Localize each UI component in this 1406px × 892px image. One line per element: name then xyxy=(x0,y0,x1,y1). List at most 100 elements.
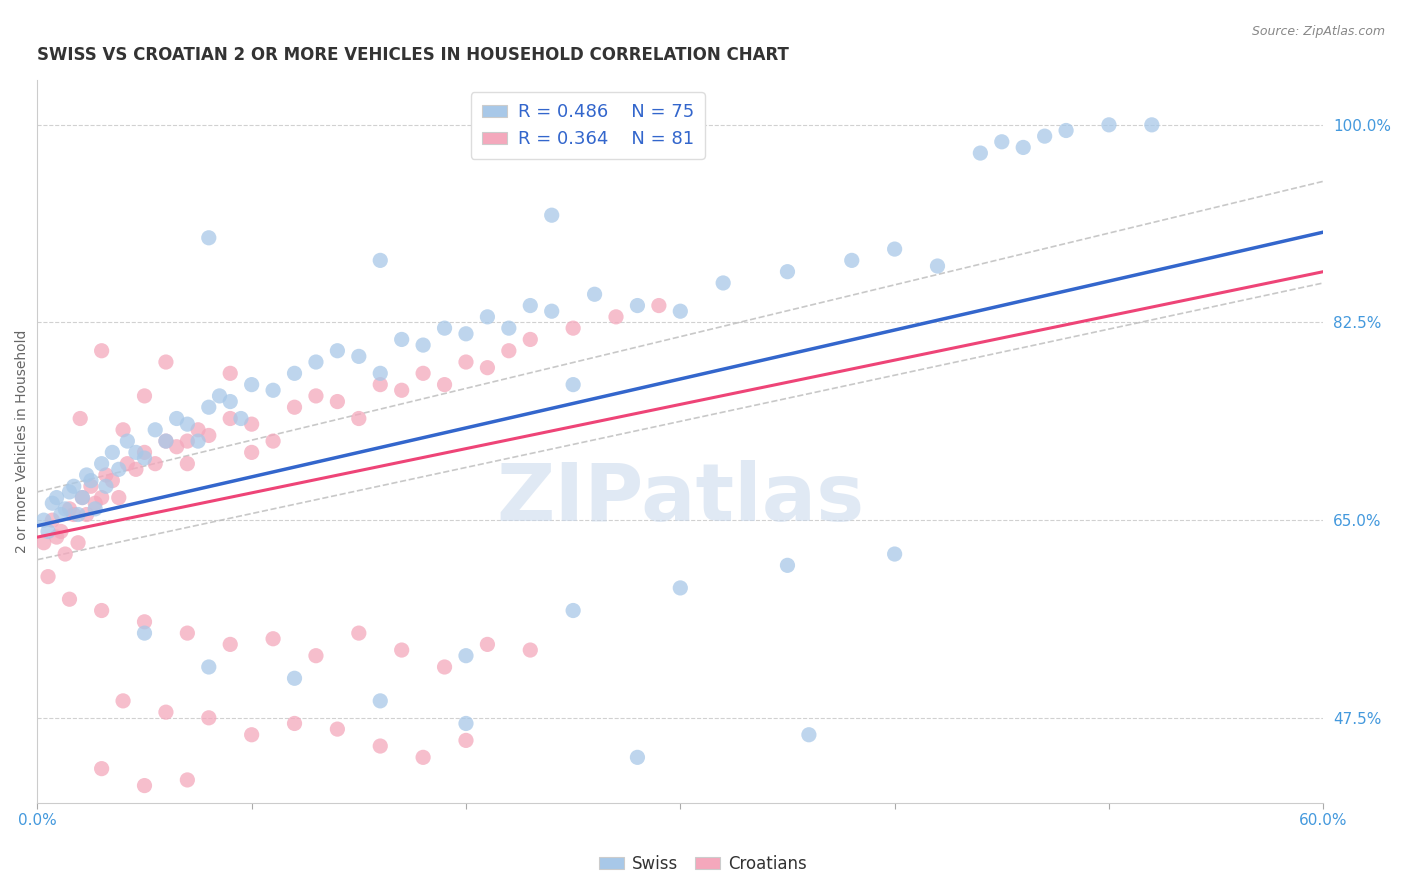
Point xyxy=(84,496,107,510)
Point xyxy=(176,434,198,448)
Text: SWISS VS CROATIAN 2 OR MORE VEHICLES IN HOUSEHOLD CORRELATION CHART: SWISS VS CROATIAN 2 OR MORE VEHICLES IN … xyxy=(38,46,789,64)
Point xyxy=(176,772,198,787)
Point xyxy=(605,310,627,324)
Point xyxy=(62,508,84,522)
Point xyxy=(72,491,94,505)
Point xyxy=(166,440,188,454)
Point xyxy=(305,389,328,403)
Point xyxy=(176,417,198,432)
Point xyxy=(1033,129,1056,144)
Point xyxy=(219,367,242,381)
Point xyxy=(454,733,477,747)
Point xyxy=(326,394,349,409)
Point xyxy=(519,643,541,657)
Point xyxy=(62,479,84,493)
Point xyxy=(72,491,94,505)
Point xyxy=(143,423,166,437)
Point xyxy=(240,445,263,459)
Point xyxy=(626,299,648,313)
Point xyxy=(347,411,370,425)
Point xyxy=(49,508,72,522)
Point xyxy=(198,428,221,442)
Point xyxy=(562,603,585,617)
Point xyxy=(101,474,124,488)
Point xyxy=(90,491,112,505)
Point xyxy=(412,750,434,764)
Point xyxy=(262,632,284,646)
Point xyxy=(540,208,562,222)
Point xyxy=(32,535,55,549)
Point xyxy=(94,467,117,482)
Point xyxy=(117,434,139,448)
Point xyxy=(283,716,305,731)
Point xyxy=(883,547,905,561)
Legend: R = 0.486    N = 75, R = 0.364    N = 81: R = 0.486 N = 75, R = 0.364 N = 81 xyxy=(471,92,704,159)
Point xyxy=(155,434,177,448)
Point xyxy=(412,338,434,352)
Point xyxy=(32,513,55,527)
Point xyxy=(326,852,349,866)
Point xyxy=(69,411,91,425)
Point xyxy=(1098,118,1121,132)
Point xyxy=(176,626,198,640)
Point xyxy=(519,299,541,313)
Point xyxy=(347,350,370,364)
Point xyxy=(240,377,263,392)
Point xyxy=(49,524,72,539)
Point xyxy=(198,401,221,415)
Point xyxy=(991,135,1014,149)
Point xyxy=(67,508,90,522)
Point xyxy=(562,321,585,335)
Point xyxy=(176,457,198,471)
Point xyxy=(283,367,305,381)
Point xyxy=(477,310,499,324)
Point xyxy=(187,434,209,448)
Point xyxy=(53,501,76,516)
Point xyxy=(477,360,499,375)
Point xyxy=(219,394,242,409)
Point xyxy=(125,462,148,476)
Point xyxy=(368,377,391,392)
Point xyxy=(1054,123,1077,137)
Point xyxy=(198,840,221,855)
Point xyxy=(155,434,177,448)
Point xyxy=(134,626,156,640)
Point xyxy=(90,457,112,471)
Point xyxy=(326,722,349,736)
Point xyxy=(283,401,305,415)
Point xyxy=(305,648,328,663)
Text: Source: ZipAtlas.com: Source: ZipAtlas.com xyxy=(1251,25,1385,38)
Point xyxy=(41,513,63,527)
Point xyxy=(58,484,80,499)
Point xyxy=(198,711,221,725)
Point xyxy=(80,479,103,493)
Point xyxy=(433,660,456,674)
Point xyxy=(155,355,177,369)
Point xyxy=(84,501,107,516)
Point xyxy=(219,411,242,425)
Point xyxy=(198,231,221,245)
Point xyxy=(67,535,90,549)
Point xyxy=(540,304,562,318)
Point xyxy=(90,762,112,776)
Point xyxy=(94,479,117,493)
Point xyxy=(219,637,242,651)
Point xyxy=(1012,140,1035,154)
Point xyxy=(76,508,98,522)
Point xyxy=(240,728,263,742)
Point xyxy=(90,343,112,358)
Point xyxy=(112,423,135,437)
Point xyxy=(107,491,129,505)
Point xyxy=(626,750,648,764)
Point xyxy=(669,581,692,595)
Point xyxy=(208,389,231,403)
Point xyxy=(669,304,692,318)
Point xyxy=(477,637,499,651)
Point xyxy=(391,333,413,347)
Point xyxy=(37,569,59,583)
Point xyxy=(112,694,135,708)
Point xyxy=(198,660,221,674)
Point xyxy=(498,343,520,358)
Point xyxy=(841,253,863,268)
Point xyxy=(347,626,370,640)
